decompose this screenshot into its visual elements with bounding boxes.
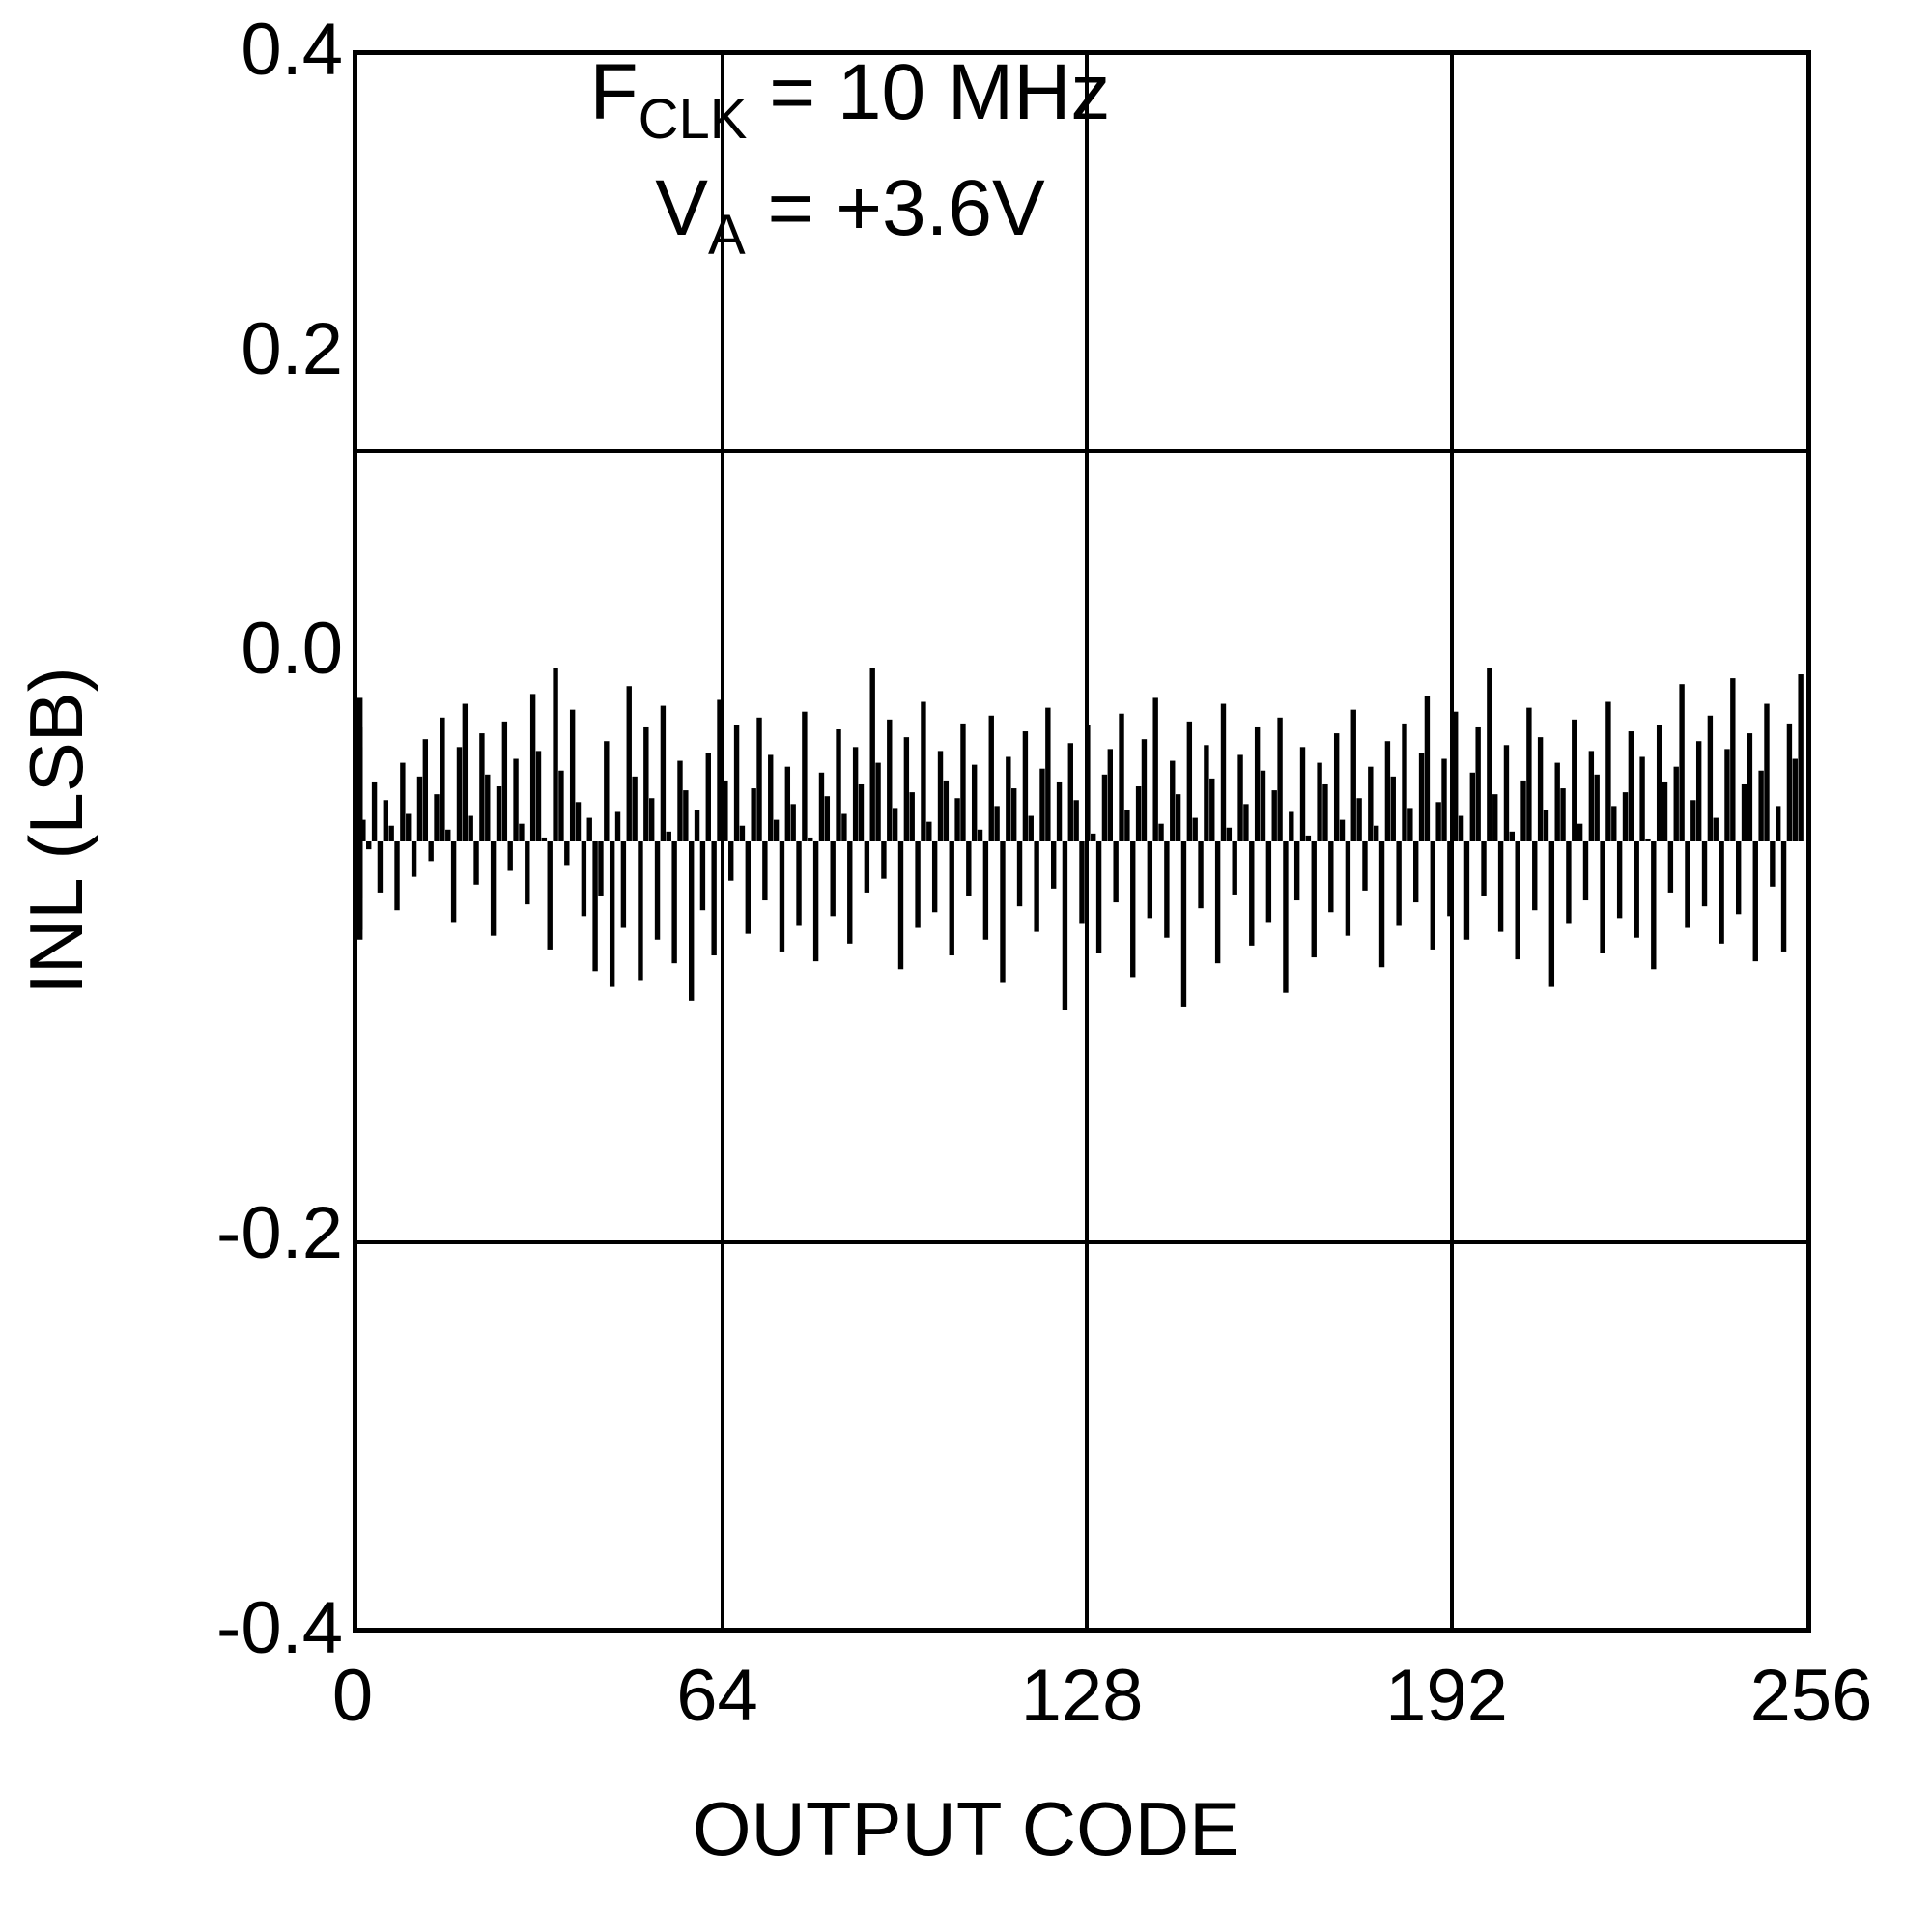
gridline-horizontal bbox=[357, 1239, 1806, 1244]
x-tick-label: 64 bbox=[676, 1655, 758, 1737]
x-tick-label: 192 bbox=[1385, 1655, 1508, 1737]
x-axis-title: OUTPUT CODE bbox=[692, 1786, 1240, 1871]
y-tick-label: 0.4 bbox=[241, 9, 343, 91]
x-tick-label: 256 bbox=[1749, 1655, 1873, 1737]
y-tick-label: 0.0 bbox=[241, 608, 343, 690]
x-tick-label: 128 bbox=[1020, 1655, 1144, 1737]
y-tick-label: -0.2 bbox=[216, 1192, 343, 1274]
inl-series bbox=[357, 668, 1804, 1011]
gridline-horizontal bbox=[357, 448, 1806, 453]
plot-area bbox=[353, 50, 1811, 1633]
y-tick-label: 0.2 bbox=[241, 308, 343, 390]
y-tick-label: -0.4 bbox=[216, 1587, 343, 1669]
y-axis-title: INL (LSB) bbox=[13, 667, 99, 995]
x-tick-label: 0 bbox=[331, 1655, 374, 1737]
